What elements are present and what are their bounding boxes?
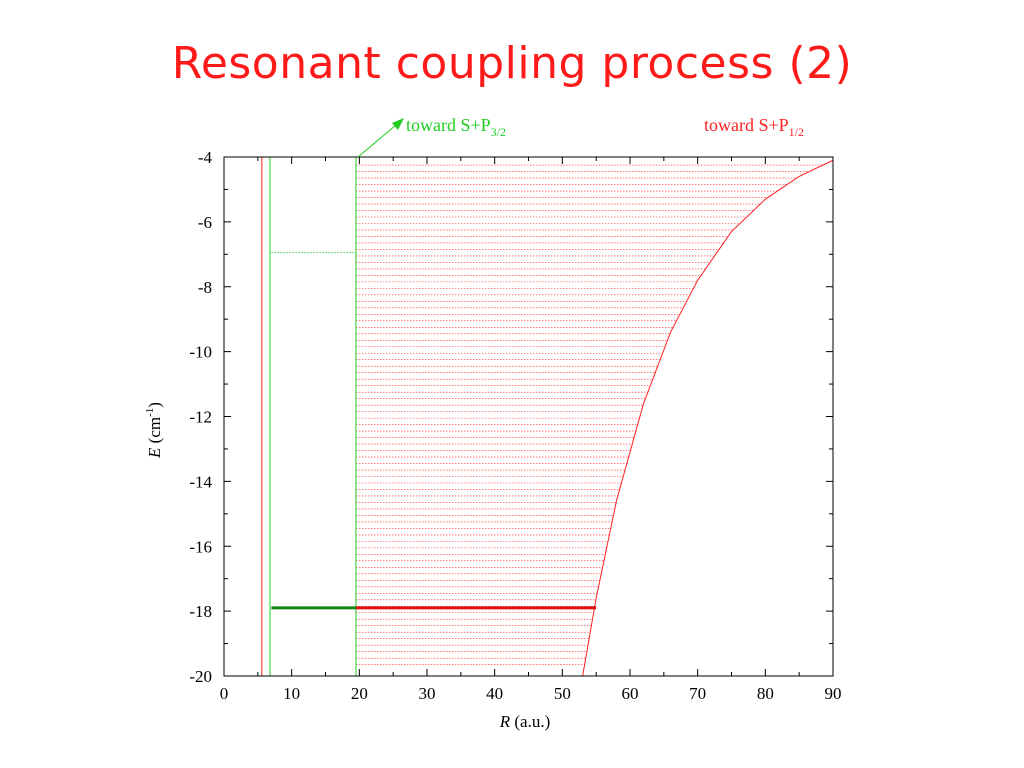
y-tick-label: -18: [189, 602, 212, 621]
continuum-levels: [355, 164, 823, 665]
y-tick-label: -12: [189, 408, 212, 427]
y-tick-labels: -4 -6 -8 -10 -12 -14 -16 -18 -20: [189, 148, 212, 686]
y-tick-label: -10: [189, 343, 212, 362]
x-tick-label: 90: [825, 684, 842, 703]
plot-frame: [223, 156, 834, 677]
x-tick-label: 40: [486, 684, 503, 703]
x-tick-label: 0: [220, 684, 229, 703]
green-annotation-arrow-line: [357, 119, 403, 158]
x-tick-label: 20: [351, 684, 368, 703]
potential-curves: [261, 157, 834, 677]
x-tick-label: 10: [283, 684, 300, 703]
series-line-3: [582, 159, 834, 677]
x-tick-label: 80: [757, 684, 774, 703]
annotation-toward-p12: toward S+P1/2: [704, 115, 804, 139]
x-axis-label: R (a.u.): [499, 712, 551, 731]
green-annotation-arrowhead: [392, 118, 404, 130]
y-tick-label: -14: [189, 472, 212, 491]
x-tick-label: 50: [554, 684, 571, 703]
y-tick-label: -8: [198, 278, 212, 297]
y-tick-label: -16: [189, 537, 212, 556]
y-tick-label: -4: [198, 148, 213, 167]
x-tick-label: 60: [622, 684, 639, 703]
x-tick-label: 70: [689, 684, 706, 703]
y-tick-label: -6: [198, 213, 212, 232]
y-tick-label: -20: [189, 667, 212, 686]
y-axis-label: E (cm-1): [144, 402, 164, 459]
axis-ticks: [223, 156, 834, 677]
x-tick-labels: 0 10 20 30 40 50 60 70 80 90: [220, 684, 842, 703]
annotation-toward-p32: toward S+P3/2: [406, 115, 506, 139]
x-tick-label: 30: [419, 684, 436, 703]
slide-title: Resonant coupling process (2): [171, 38, 853, 89]
